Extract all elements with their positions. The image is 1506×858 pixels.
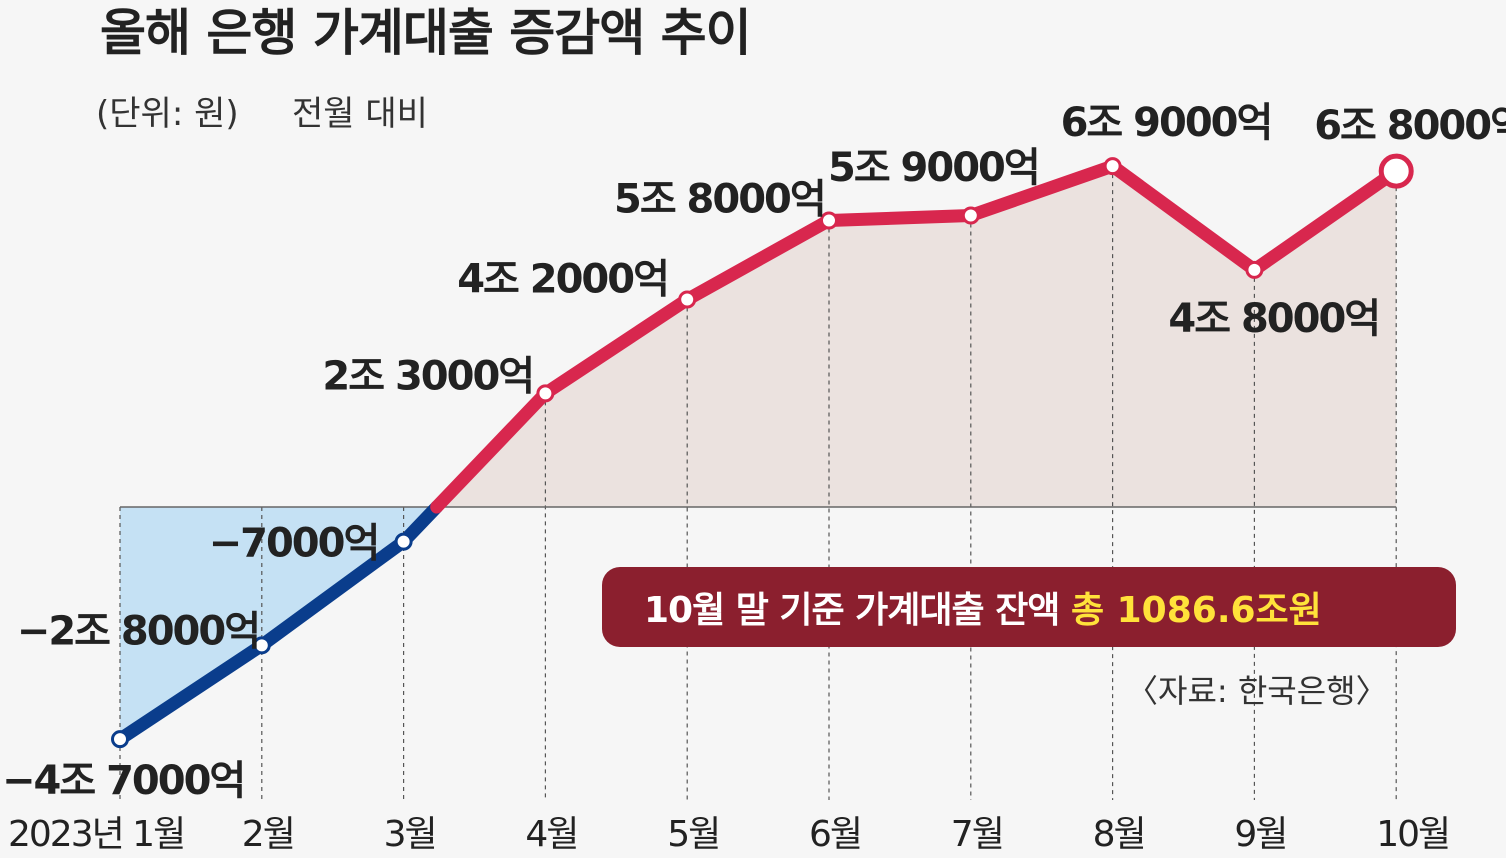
badge-text: 10월 말 기준 가계대출 잔액 총 1086.6조원 (644, 590, 1322, 631)
negative-series-line (113, 500, 444, 746)
data-point (394, 532, 413, 551)
x-tick-label: 2월 (242, 814, 294, 855)
x-tick-label: 3월 (384, 814, 436, 855)
data-label: 6조 8000억 (1314, 103, 1506, 149)
data-label: 4조 2000억 (457, 257, 668, 303)
badge-main-text: 10월 말 기준 가계대출 잔액 (644, 590, 1071, 631)
x-tick-label: 10월 (1376, 814, 1449, 855)
x-tick-label: 8월 (1093, 814, 1145, 855)
comparison-label: 전월 대비 (292, 94, 428, 134)
data-label: −7000억 (209, 521, 379, 567)
x-tick-label: 7월 (951, 814, 1003, 855)
data-point (1245, 260, 1264, 279)
balance-badge: 10월 말 기준 가계대출 잔액 총 1086.6조원 (602, 567, 1456, 647)
chart-title: 올해 은행 가계대출 증감액 추이 (100, 4, 751, 62)
positive-series-line (430, 159, 1403, 514)
badge-highlight-text: 총 1086.6조원 (1071, 590, 1322, 631)
data-label: −2조 8000억 (17, 608, 259, 654)
data-point (1378, 153, 1414, 189)
data-point (536, 384, 555, 403)
badge-background (602, 567, 1456, 647)
data-label: 5조 8000억 (614, 176, 825, 222)
source-label: 〈자료: 한국은행〉 (1126, 672, 1388, 710)
data-point (678, 290, 697, 309)
x-tick-label: 4월 (525, 814, 577, 855)
data-point (252, 636, 271, 655)
data-label: 5조 9000억 (828, 145, 1039, 191)
x-tick-label: 9월 (1234, 814, 1286, 855)
x-tick-label: 5월 (667, 814, 719, 855)
data-label: 6조 9000억 (1061, 100, 1272, 146)
unit-label: (단위: 원) (96, 94, 239, 134)
x-tick-label: 2023년 1월 (8, 814, 184, 855)
data-label: −4조 7000억 (2, 758, 244, 804)
data-point (111, 730, 129, 749)
positive-area-fill (436, 166, 1397, 507)
data-label: 4조 8000억 (1168, 296, 1379, 342)
data-point (961, 206, 980, 225)
data-point (1103, 157, 1122, 176)
data-point (820, 211, 838, 230)
data-label: 2조 3000억 (322, 353, 533, 399)
x-tick-label: 6월 (809, 814, 861, 855)
